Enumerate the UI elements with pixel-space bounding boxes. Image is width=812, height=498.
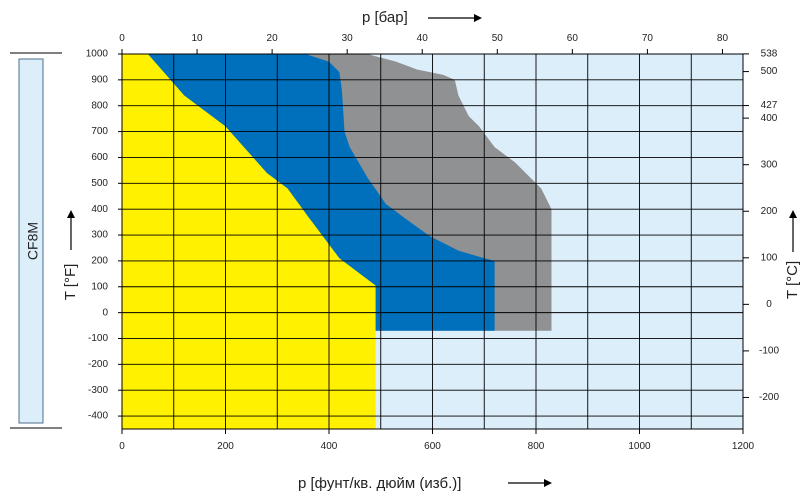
- legend-swatch: [18, 58, 44, 424]
- material-label: CF8M: [25, 222, 41, 260]
- x-tick-label: 0: [119, 441, 125, 452]
- y2-axis-arrow-icon: [789, 210, 797, 218]
- material-legend: CF8M: [10, 52, 62, 429]
- x2-axis-title-top: p [бар]: [362, 9, 482, 26]
- x-tick-label: 800: [528, 441, 545, 452]
- grid-layer: [121, 53, 744, 429]
- y2-tick-label: 538: [761, 49, 778, 60]
- y-tick-label: -300: [88, 385, 108, 396]
- series-area-3: [122, 54, 376, 429]
- y-tick-label: 700: [91, 126, 108, 137]
- y-tick-label: 1000: [86, 49, 109, 60]
- y-tick-label: 400: [91, 204, 108, 215]
- y-tick-label: 300: [91, 230, 108, 241]
- x2-tick-label: 30: [342, 33, 354, 44]
- x-tick-label: 1000: [628, 441, 651, 452]
- x-tick-label: 400: [321, 441, 338, 452]
- y-tick-label: 0: [102, 307, 108, 318]
- y2-tick-label: 0: [766, 299, 772, 310]
- y2-tick-label: -100: [759, 346, 779, 357]
- y-tick-label: 200: [91, 256, 108, 267]
- y2-tick-label: 427: [761, 100, 778, 111]
- x-tick-label: 200: [217, 441, 234, 452]
- y-axis-arrow-icon: [67, 210, 75, 218]
- y-tick-label: 900: [91, 75, 108, 86]
- x-tick-label: 1200: [732, 441, 755, 452]
- y-tick-label: -100: [88, 333, 108, 344]
- x-axis-title-bottom: p [фунт/кв. дюйм (изб.)]: [298, 475, 552, 492]
- x2-tick-label: 0: [119, 33, 125, 44]
- y2-axis-title: T [°C]: [784, 261, 801, 299]
- y2-tick-label: 100: [761, 252, 778, 263]
- x2-axis-title: p [бар]: [362, 9, 408, 26]
- x2-tick-label: 60: [567, 33, 579, 44]
- y-tick-label: 600: [91, 152, 108, 163]
- y-axis-title: T [°F]: [62, 264, 79, 301]
- y-tick-label: -200: [88, 359, 108, 370]
- x-axis-arrow-icon: [544, 479, 552, 487]
- y2-tick-label: 500: [761, 66, 778, 77]
- x2-tick-label: 20: [267, 33, 279, 44]
- y-tick-label: 800: [91, 100, 108, 111]
- y2-tick-label: 300: [761, 159, 778, 170]
- x2-tick-label: 50: [492, 33, 504, 44]
- x2-tick-label: 70: [642, 33, 654, 44]
- y-tick-label: -400: [88, 411, 108, 422]
- y2-tick-label: 400: [761, 113, 778, 124]
- x-axis-title: p [фунт/кв. дюйм (изб.)]: [298, 475, 461, 492]
- y-tick-label: 500: [91, 178, 108, 189]
- x2-tick-label: 40: [417, 33, 429, 44]
- y2-tick-label: -200: [759, 392, 779, 403]
- y2-axis-title-right: T [°C]: [784, 210, 801, 299]
- x2-axis-arrow-icon: [474, 14, 482, 22]
- y-axis-title-left: T [°F]: [62, 210, 79, 300]
- y-tick-label: 100: [91, 281, 108, 292]
- x2-tick-label: 10: [191, 33, 203, 44]
- x-tick-label: 600: [424, 441, 441, 452]
- y2-tick-label: 200: [761, 206, 778, 217]
- x2-tick-label: 80: [717, 33, 729, 44]
- series-layer: [122, 54, 552, 429]
